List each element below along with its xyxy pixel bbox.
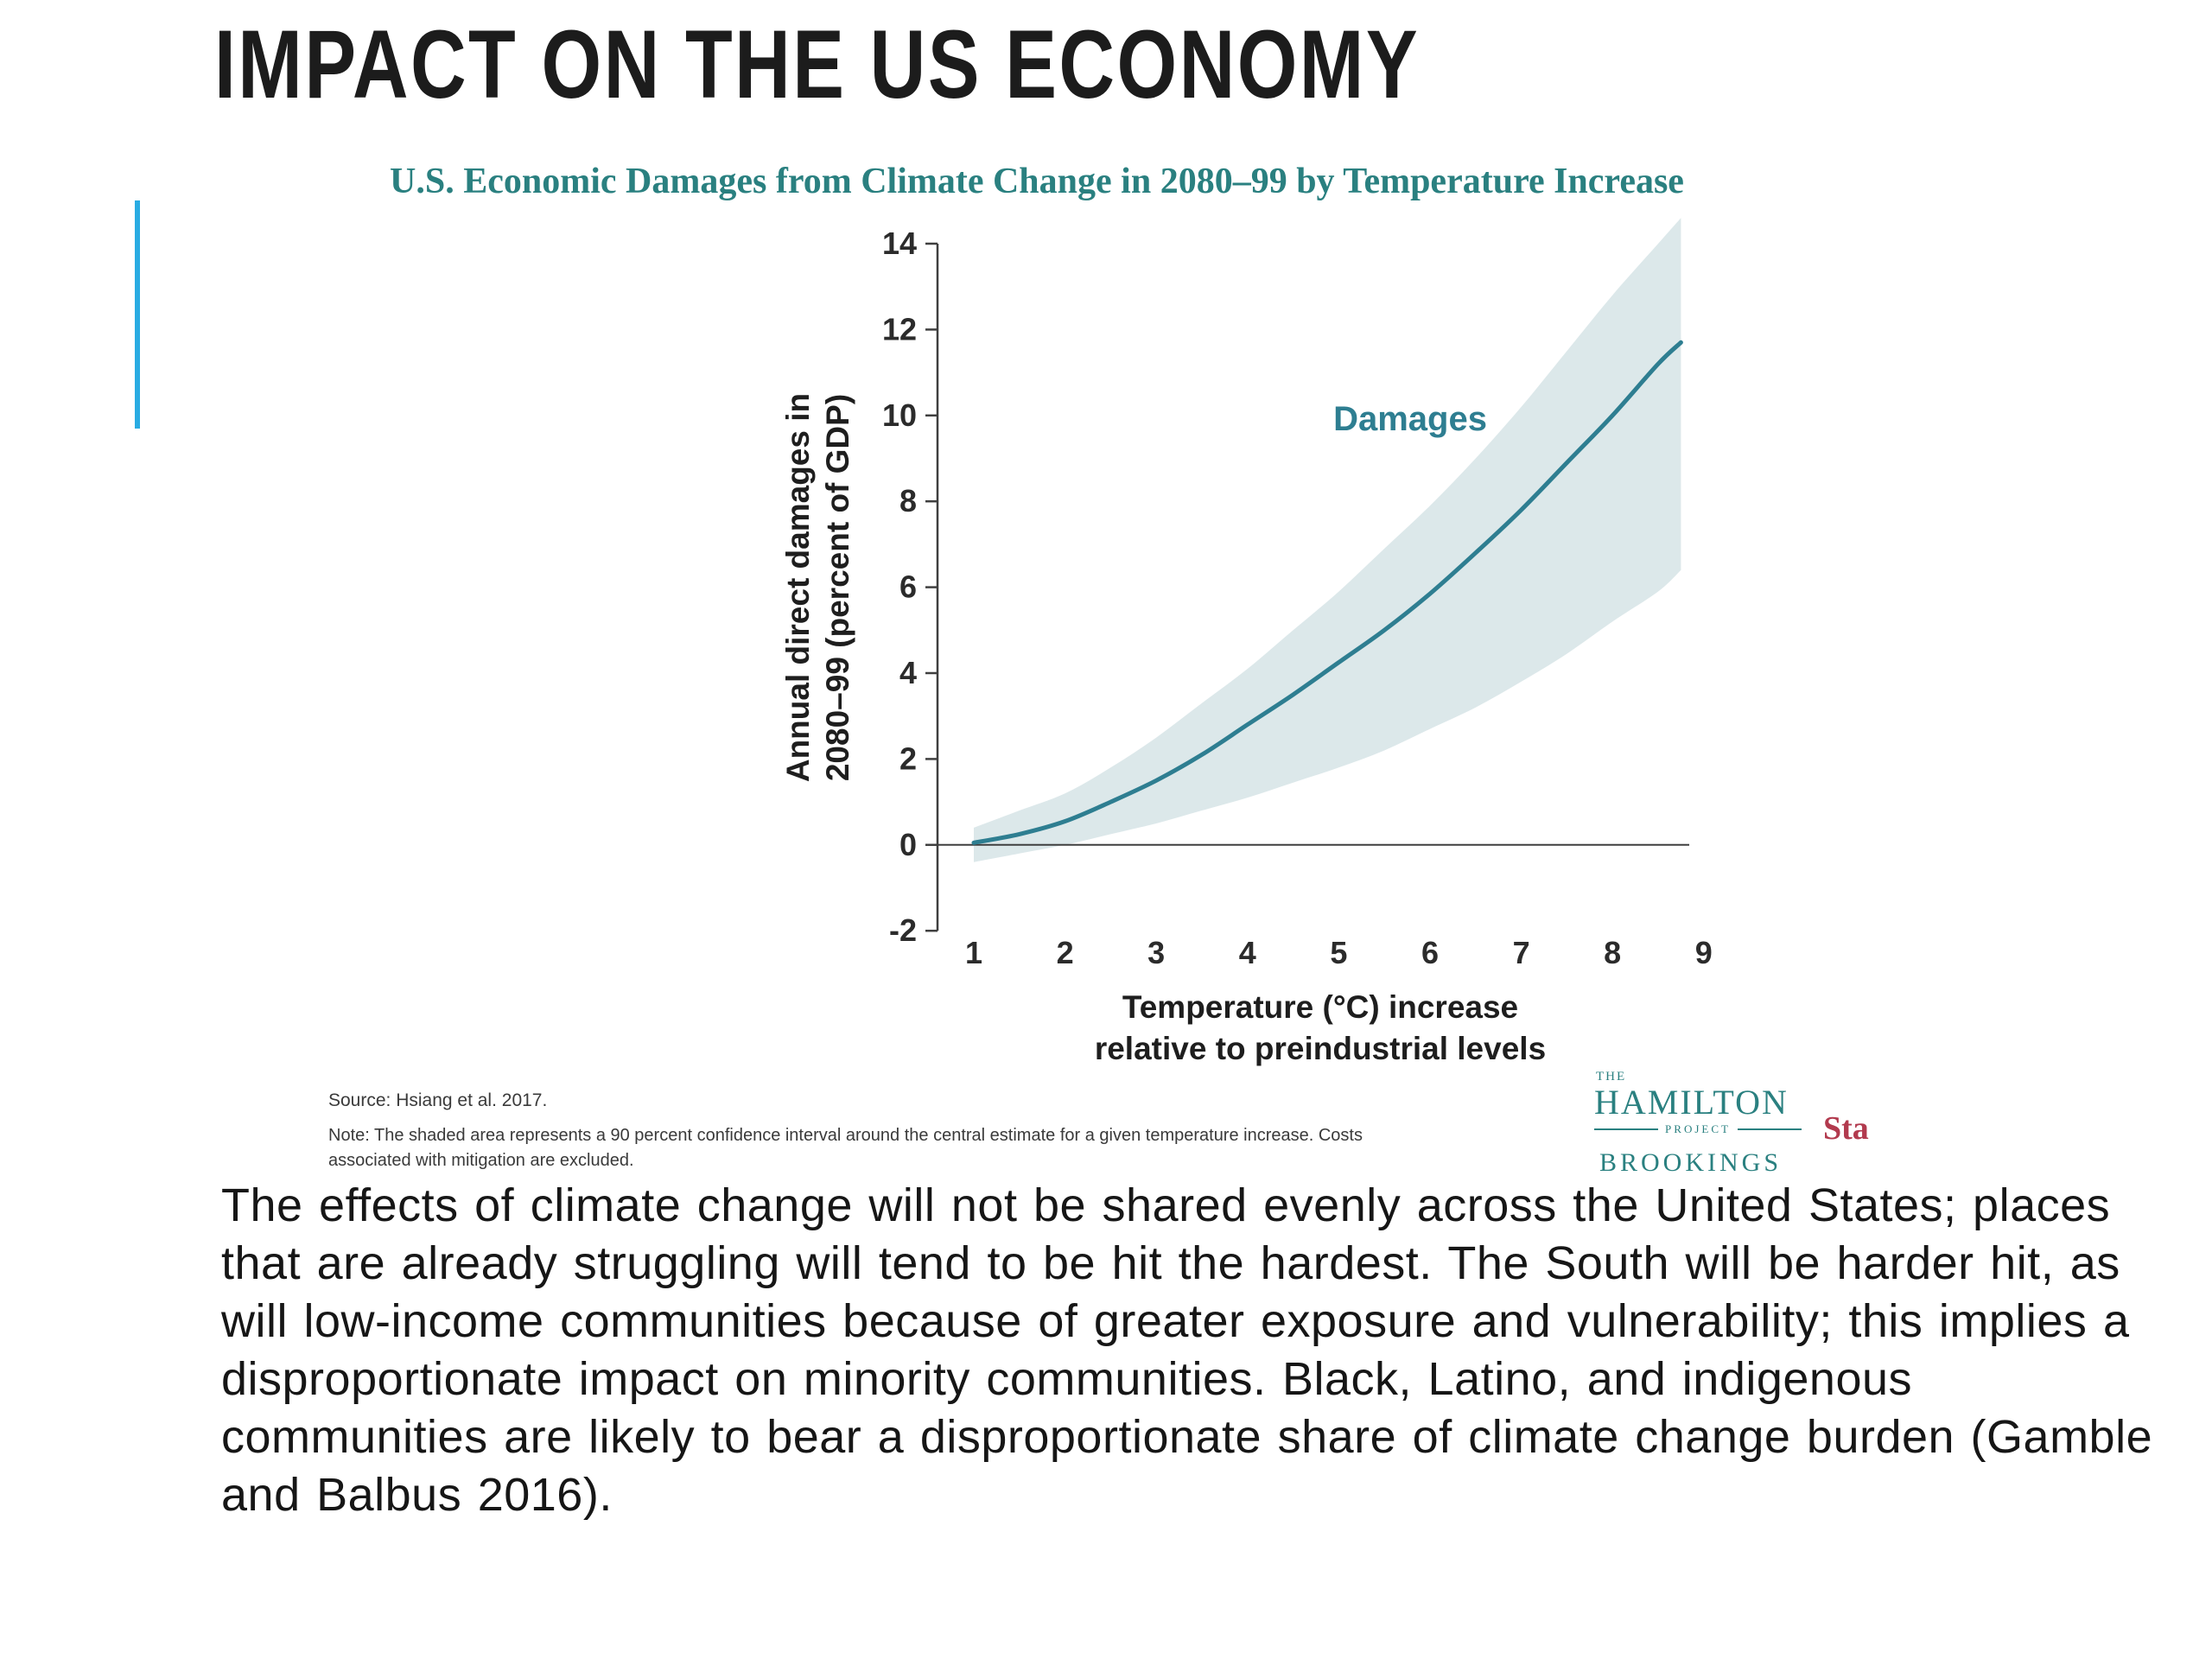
x-tick-label: 1 (965, 935, 982, 970)
logo-rule-right (1737, 1128, 1802, 1130)
y-axis-title: Annual direct damages in 2080–99 (percent… (780, 393, 855, 782)
logo-rule-left (1594, 1128, 1659, 1130)
y-tick-label: 14 (882, 226, 917, 261)
logo-hamilton: HAMILTON (1594, 1083, 1789, 1122)
damages-line (971, 340, 1683, 845)
hamilton-brookings-logo: THE HAMILTON PROJECT BROOKINGS (1594, 1070, 1802, 1178)
x-tick-label: 5 (1330, 935, 1347, 970)
page-title: IMPACT ON THE US ECONOMY (214, 10, 1420, 118)
x-tick-label: 8 (1604, 935, 1621, 970)
x-tick-label: 6 (1421, 935, 1439, 970)
x-tick-label: 4 (1239, 935, 1256, 970)
y-tick-label: 6 (899, 569, 917, 605)
x-tick-label: 3 (1147, 935, 1165, 970)
body-paragraph: The effects of climate change will not b… (221, 1179, 2153, 1521)
damages-series-label: Damages (1333, 400, 1487, 438)
chart-title: U.S. Economic Damages from Climate Chang… (390, 162, 1684, 201)
y-tick-label: -2 (889, 912, 917, 948)
x-tick-label: 2 (1057, 935, 1074, 970)
y-tick-label: 8 (899, 483, 917, 518)
y-tick-label: 0 (899, 827, 917, 862)
chart-source: Source: Hsiang et al. 2017. (328, 1090, 548, 1110)
y-tick-label: 4 (899, 655, 917, 690)
x-tick-label: 9 (1695, 935, 1713, 970)
x-axis-title-line1: Temperature (°C) increase (1122, 989, 1518, 1025)
confidence-band (974, 218, 1681, 862)
y-tick-label: 12 (882, 311, 917, 346)
y-tick-label: 10 (882, 397, 917, 433)
chart-note: Note: The shaded area represents a 90 pe… (328, 1126, 1363, 1170)
x-axis-title-line2: relative to preindustrial levels (1095, 1031, 1546, 1066)
partial-text-sta: Sta (1823, 1110, 1869, 1147)
accent-bar (135, 200, 140, 429)
y-tick-label: 2 (899, 741, 917, 776)
x-tick-label: 7 (1513, 935, 1530, 970)
logo-project: PROJECT (1665, 1122, 1731, 1135)
logo-project-row: PROJECT (1594, 1122, 1802, 1136)
logo-brookings: BROOKINGS (1599, 1148, 1783, 1177)
logo-the: THE (1596, 1070, 1627, 1084)
